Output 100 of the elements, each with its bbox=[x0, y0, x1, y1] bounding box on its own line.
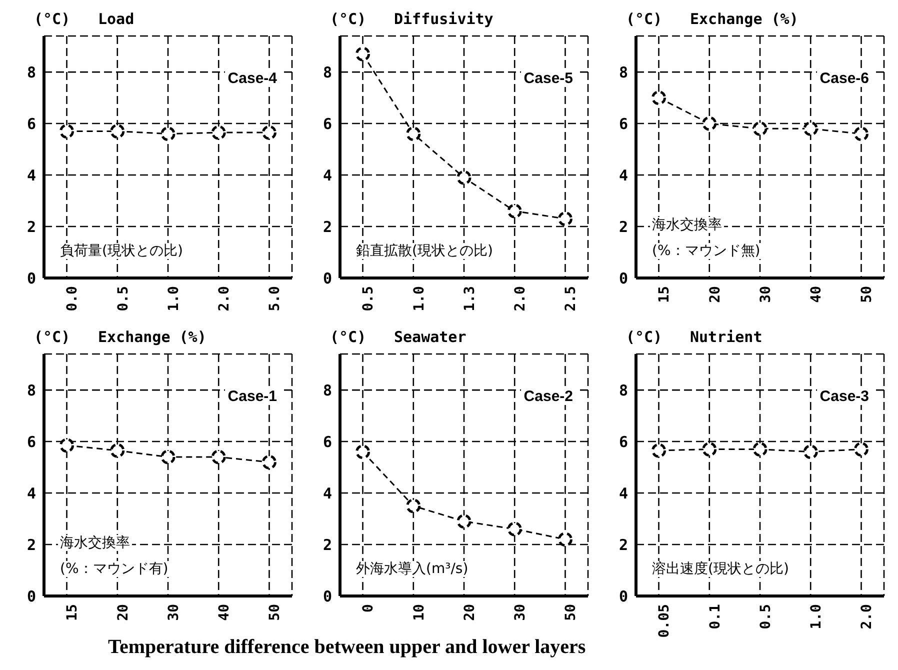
y-tick-label: 4 bbox=[618, 166, 628, 184]
y-axis-title: (°C) bbox=[34, 328, 70, 346]
y-tick-label: 8 bbox=[618, 63, 628, 82]
y-axis-title: (°C) bbox=[330, 10, 366, 28]
point bbox=[803, 121, 818, 136]
x-tick-label: 5.0 bbox=[267, 286, 284, 312]
annotation: Case-4 bbox=[224, 70, 280, 87]
point bbox=[356, 444, 370, 460]
x-tick-label: 50 bbox=[267, 604, 284, 621]
chart-title: Exchange (%) bbox=[98, 328, 206, 346]
y-tick-label: 4 bbox=[26, 484, 36, 502]
x-tick-label: 2.0 bbox=[216, 286, 233, 312]
y-tick-label: 8 bbox=[618, 381, 628, 400]
y-tick-label: 8 bbox=[26, 381, 36, 400]
x-tick-label: 40 bbox=[216, 604, 233, 621]
y-tick-label: 0 bbox=[322, 587, 332, 606]
point bbox=[406, 498, 421, 514]
annotation: Case-5 bbox=[520, 70, 576, 87]
y-tick-label: 0 bbox=[26, 587, 36, 606]
x-tick-label: 15 bbox=[656, 286, 673, 303]
y-tick-label: 6 bbox=[322, 114, 332, 133]
point bbox=[652, 90, 666, 106]
chart-title: Nutrient bbox=[690, 328, 762, 346]
x-tick-label: 0.0 bbox=[64, 286, 81, 312]
y-tick-label: 6 bbox=[618, 114, 628, 133]
y-axis-title: (°C) bbox=[626, 10, 662, 28]
annotation: 負荷量(現状との比) bbox=[58, 243, 185, 259]
y-tick-label: 0 bbox=[618, 269, 628, 288]
x-tick-label: 1.0 bbox=[411, 286, 428, 312]
point bbox=[211, 450, 226, 464]
y-tick-label: 2 bbox=[26, 536, 36, 554]
point bbox=[60, 438, 74, 453]
y-tick-label: 4 bbox=[322, 166, 332, 184]
y-tick-label: 2 bbox=[322, 218, 332, 236]
y-tick-label: 8 bbox=[322, 381, 332, 400]
annotation: 海水交換率 bbox=[650, 217, 724, 233]
x-tick-label: 2.5 bbox=[563, 286, 580, 312]
x-tick-label: 50 bbox=[859, 286, 876, 303]
point bbox=[558, 532, 572, 547]
y-tick-label: 0 bbox=[26, 269, 36, 288]
point bbox=[558, 212, 572, 226]
point bbox=[456, 170, 472, 185]
annotation: Case-1 bbox=[224, 388, 280, 405]
point bbox=[507, 204, 522, 218]
y-tick-label: 8 bbox=[322, 63, 332, 82]
text: Temperature difference between upper and lower layers bbox=[108, 636, 586, 659]
annotation: 外海水導入(m³/s) bbox=[354, 561, 470, 577]
x-tick-label: 50 bbox=[563, 604, 580, 621]
x-tick-label: 40 bbox=[808, 286, 825, 303]
x-tick-label: 0 bbox=[360, 604, 377, 612]
y-tick-label: 8 bbox=[26, 63, 36, 82]
point bbox=[507, 522, 522, 536]
y-axis-title: (°C) bbox=[34, 10, 70, 28]
y-tick-label: 4 bbox=[26, 166, 36, 184]
x-tick-label: 10 bbox=[411, 604, 428, 621]
x-tick-label: 1.3 bbox=[462, 286, 478, 312]
y-tick-label: 2 bbox=[618, 536, 628, 554]
annotation: Case-2 bbox=[520, 388, 576, 405]
y-tick-label: 4 bbox=[322, 484, 332, 502]
x-tick-label: 20 bbox=[707, 286, 724, 303]
y-tick-label: 2 bbox=[322, 536, 332, 554]
y-tick-label: 6 bbox=[26, 114, 36, 133]
x-tick-label: 0.05 bbox=[656, 604, 673, 638]
annotation: (%：マウンド無) bbox=[650, 243, 762, 259]
x-tick-label: 1.0 bbox=[808, 604, 825, 630]
y-tick-label: 6 bbox=[26, 432, 36, 451]
y-tick-label: 6 bbox=[618, 432, 628, 451]
x-tick-label: 20 bbox=[115, 604, 132, 621]
point bbox=[160, 450, 176, 464]
annotation: 海水交換率 bbox=[58, 535, 132, 551]
y-tick-label: 6 bbox=[322, 432, 332, 451]
x-tick-label: 0.5 bbox=[360, 286, 377, 312]
annotation: 溶出速度(現状との比) bbox=[650, 561, 791, 577]
x-tick-label: 1.0 bbox=[166, 286, 182, 312]
y-tick-label: 0 bbox=[618, 587, 628, 606]
chart-title: Seawater bbox=[394, 328, 466, 346]
chart-title: Load bbox=[98, 10, 134, 28]
point bbox=[262, 454, 276, 470]
point bbox=[752, 121, 768, 136]
annotation: Case-6 bbox=[816, 70, 872, 87]
point bbox=[702, 116, 717, 131]
y-tick-label: 2 bbox=[26, 218, 36, 236]
y-tick-label: 2 bbox=[618, 218, 628, 236]
point bbox=[854, 126, 868, 142]
x-tick-label: 20 bbox=[462, 604, 478, 621]
x-tick-label: 2.0 bbox=[859, 604, 876, 630]
x-tick-label: 15 bbox=[64, 604, 81, 621]
x-tick-label: 30 bbox=[166, 604, 182, 621]
x-tick-label: 30 bbox=[758, 286, 774, 303]
y-axis-title: (°C) bbox=[330, 328, 366, 346]
x-tick-label: 30 bbox=[512, 604, 529, 621]
point bbox=[110, 443, 125, 458]
chart-title: Exchange (%) bbox=[690, 10, 798, 28]
x-tick-label: 0.5 bbox=[115, 286, 132, 312]
x-tick-label: 2.0 bbox=[512, 286, 529, 312]
point bbox=[406, 126, 421, 142]
x-tick-label: 0.1 bbox=[707, 604, 724, 630]
point bbox=[456, 514, 472, 529]
y-tick-label: 0 bbox=[322, 269, 332, 288]
y-tick-label: 4 bbox=[618, 484, 628, 502]
